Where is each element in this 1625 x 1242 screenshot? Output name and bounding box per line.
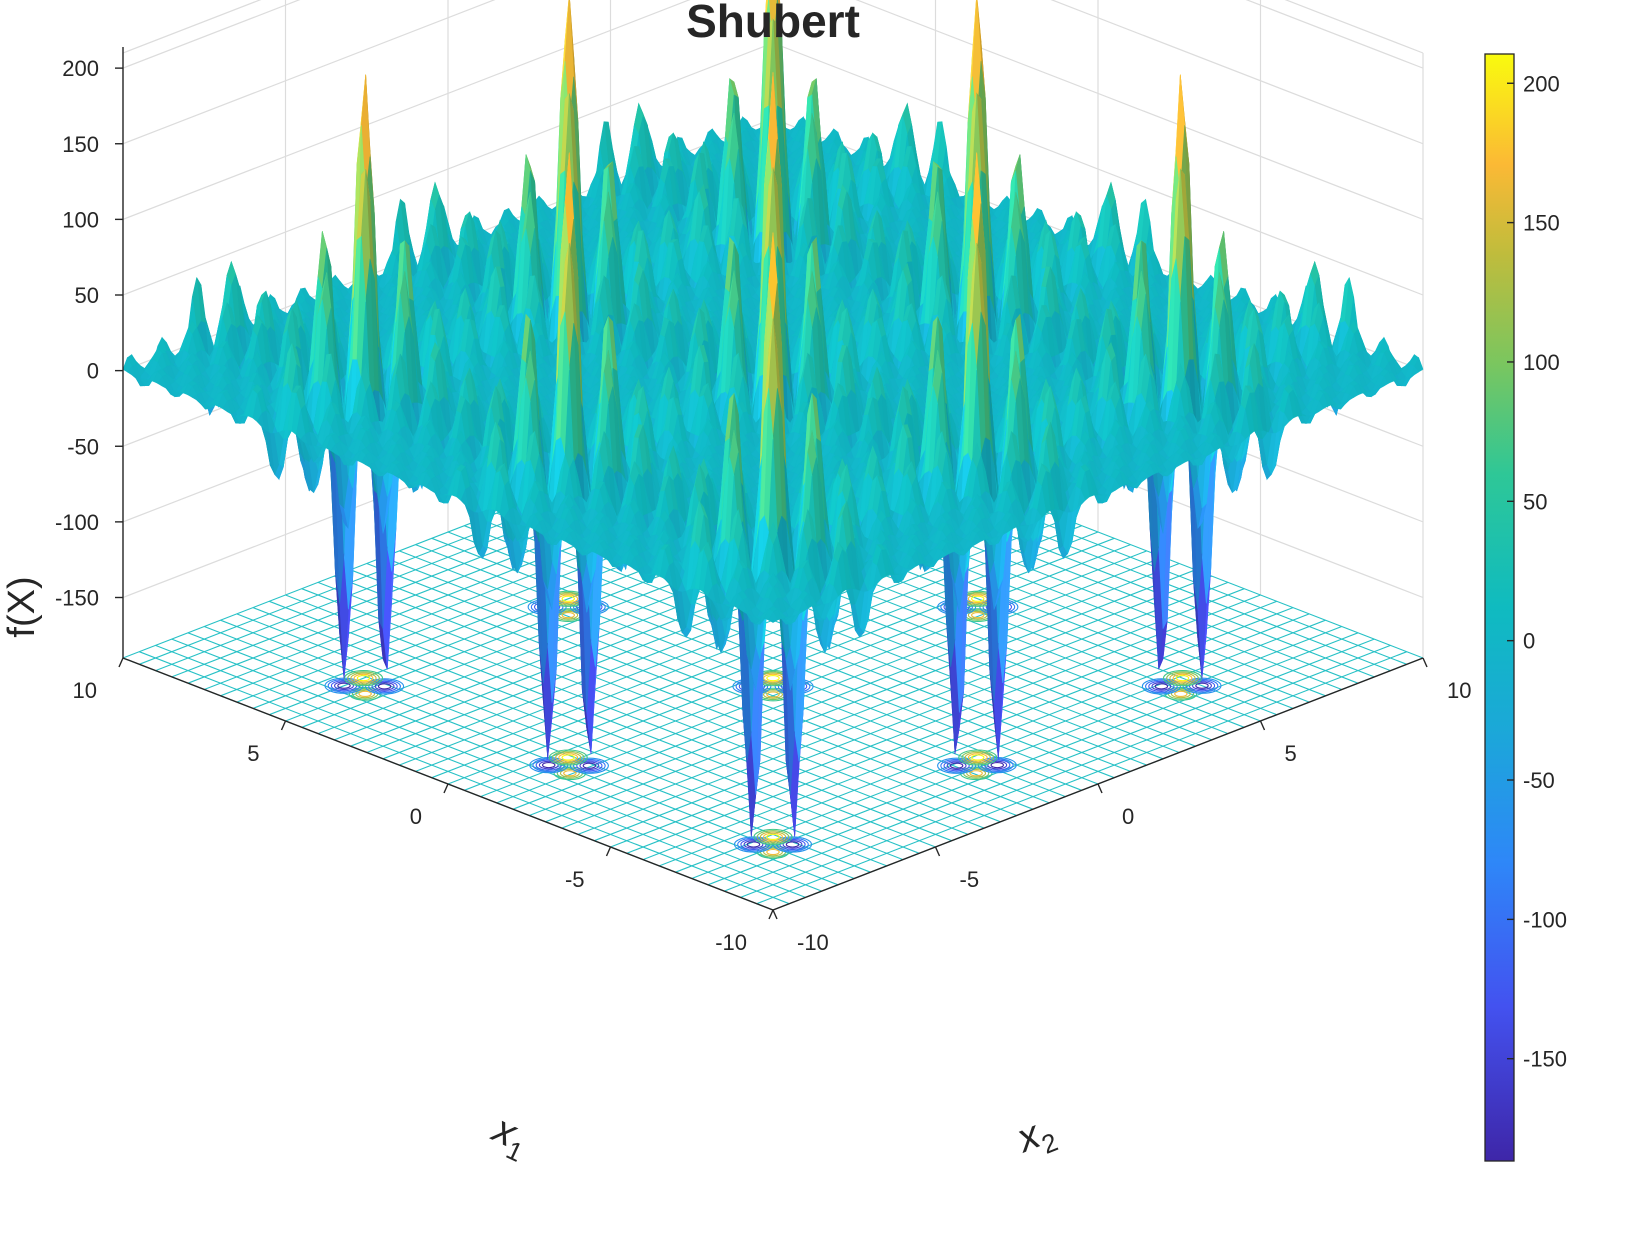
surface-plot — [123, 0, 1423, 836]
floor-contour-ring-3 — [757, 846, 789, 859]
floor-contour-ring-92 — [552, 751, 584, 764]
floor-contour-ring-35 — [757, 831, 789, 844]
floor-contour-ring-18 — [1175, 691, 1187, 696]
floor-contour-ring-13 — [991, 763, 1003, 768]
floor-contour-ring-89 — [562, 755, 574, 760]
floor-contour-ring-99 — [767, 676, 779, 681]
floor-contour-ring-42 — [972, 755, 984, 760]
floor-contour-ring-32 — [767, 834, 779, 839]
floor-contour-ring-12 — [960, 767, 992, 780]
floor-contour-ring-87 — [533, 759, 565, 772]
floor-contour-ring-30 — [738, 838, 770, 851]
floor-contour-ring-114 — [359, 691, 371, 696]
floor-contour-ring-0 — [767, 849, 779, 854]
floor-contour-ring-40 — [941, 759, 973, 772]
floor-contour-ring-27 — [747, 842, 759, 847]
floor-contour-ring-60 — [554, 767, 586, 780]
floor-contour-ring-4 — [786, 842, 798, 847]
floor-contour-ring-118 — [378, 684, 390, 689]
floor-contour-ring-64 — [574, 759, 606, 772]
floor-contour-ring-84 — [543, 763, 555, 768]
floor-contour-ring-45 — [962, 751, 994, 764]
floor-contour-ring-47 — [1155, 684, 1167, 689]
floor-contour-ring-7 — [777, 838, 809, 851]
floor-contour-ring-16 — [981, 759, 1013, 772]
